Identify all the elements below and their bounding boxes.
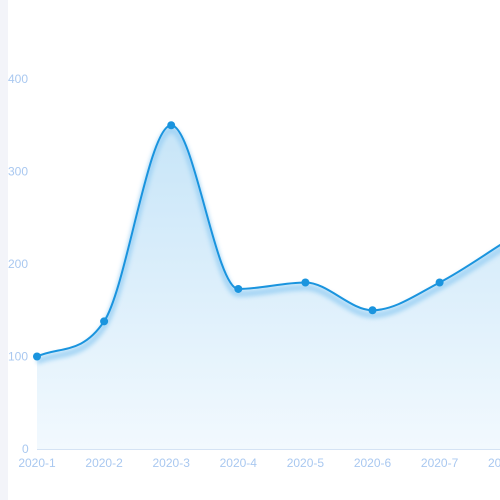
data-point xyxy=(301,278,310,287)
data-point xyxy=(435,278,444,287)
x-tick-label: 2020-7 xyxy=(421,456,459,470)
x-tick-label: 2020-3 xyxy=(153,456,191,470)
series-line-glow xyxy=(35,127,500,365)
data-point xyxy=(167,121,176,130)
x-tick-label: 2020-4 xyxy=(220,456,258,470)
x-tick-label: 2020-6 xyxy=(354,456,392,470)
left-panel-strip xyxy=(0,0,8,500)
data-point xyxy=(234,284,243,293)
y-axis-tick-labels: 0 100 200 300 400 xyxy=(8,72,29,456)
y-tick-label: 0 xyxy=(22,442,29,456)
data-point xyxy=(100,317,109,326)
x-tick-label: 2020-1 xyxy=(18,456,56,470)
x-tick-label: 2020-5 xyxy=(287,456,325,470)
y-tick-label: 100 xyxy=(8,350,28,364)
y-tick-label: 400 xyxy=(8,72,28,86)
x-tick-label: 2020-2 xyxy=(85,456,123,470)
data-point xyxy=(33,352,41,361)
data-point xyxy=(368,306,377,315)
x-axis-tick-labels: 2020-1 2020-2 2020-3 2020-4 2020-5 2020-… xyxy=(18,456,500,470)
data-points xyxy=(33,121,444,361)
x-tick-label: 2020-8 xyxy=(488,456,500,470)
y-tick-label: 200 xyxy=(8,257,28,271)
y-tick-label: 300 xyxy=(8,165,28,179)
